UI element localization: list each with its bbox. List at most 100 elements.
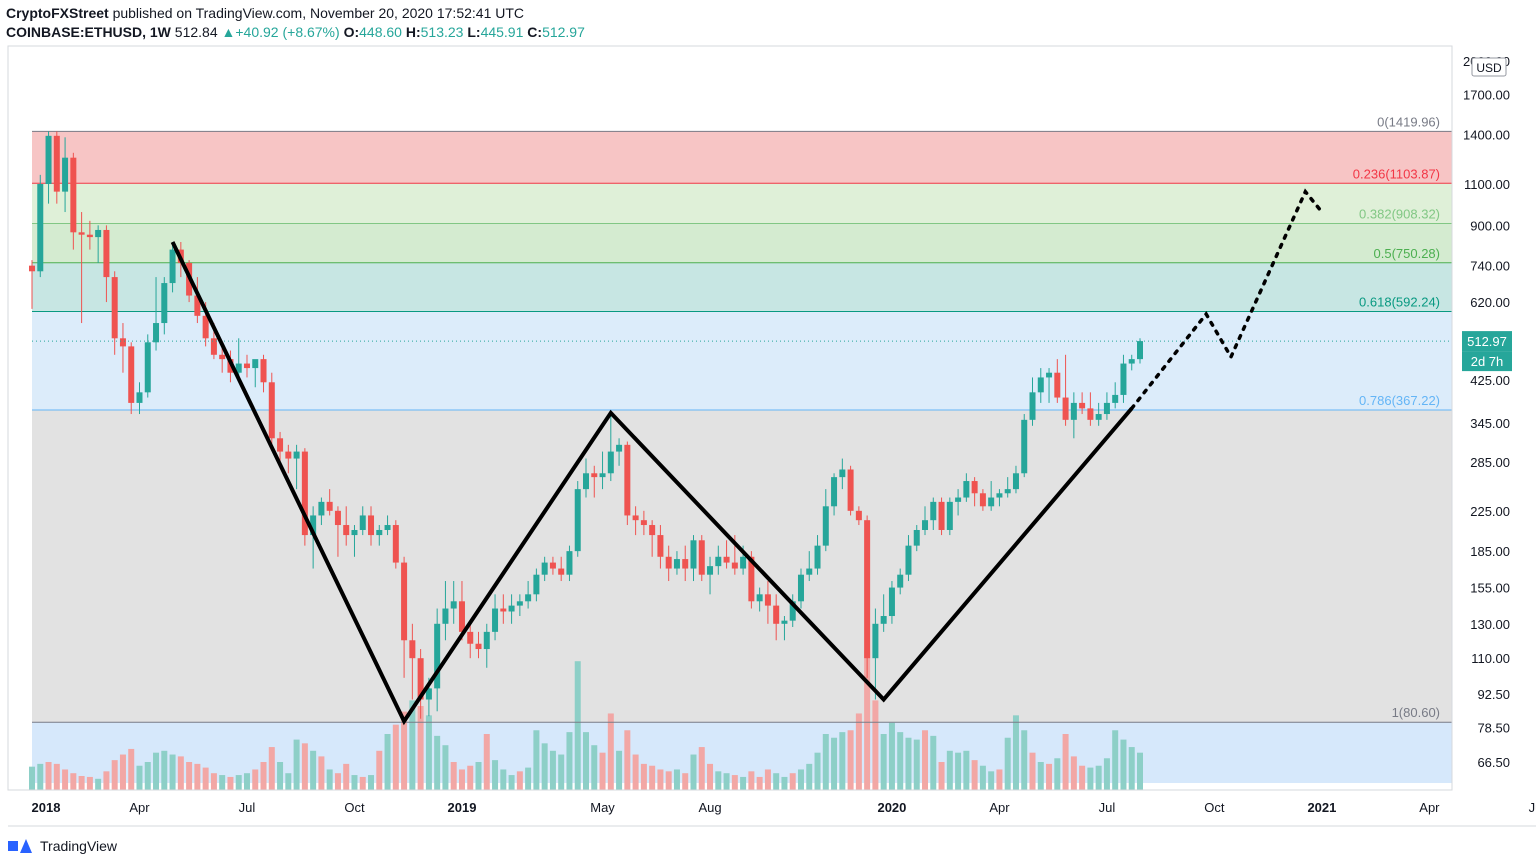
volume-bar <box>930 735 937 790</box>
publisher-name[interactable]: CryptoFXStreet <box>6 5 109 21</box>
volume-bar <box>764 769 771 790</box>
volume-bar <box>78 776 85 790</box>
volume-bar <box>45 762 52 790</box>
candle-body <box>1054 372 1061 398</box>
brand-label[interactable]: TradingView <box>40 838 118 854</box>
y-tick-label: 225.00 <box>1470 504 1510 519</box>
volume-bar <box>169 754 176 790</box>
candle-body <box>326 501 333 511</box>
fib-zone-3 <box>32 262 1452 312</box>
volume-bar <box>549 750 556 790</box>
candle-body <box>938 501 945 530</box>
volume-bar <box>822 734 829 790</box>
price-change: +40.92 (+8.67%) <box>235 24 340 40</box>
volume-bar <box>359 776 366 790</box>
candle-body <box>764 594 771 606</box>
candle-body <box>996 493 1003 498</box>
volume-bar <box>376 750 383 790</box>
candle-body <box>1112 394 1119 403</box>
volume-bar <box>53 763 60 790</box>
candle-body <box>525 594 532 602</box>
volume-bar <box>285 773 292 790</box>
candle-body <box>1012 473 1019 490</box>
candle-body <box>62 157 69 192</box>
volume-bar <box>450 762 457 790</box>
symbol-label[interactable]: COINBASE:ETHUSD, 1W <box>6 24 171 40</box>
volume-bar <box>103 771 110 790</box>
volume-bar <box>591 745 598 790</box>
candle-body <box>235 363 242 373</box>
candle-body <box>260 359 267 383</box>
candle-body <box>682 559 689 569</box>
volume-bar <box>508 775 515 790</box>
y-tick-label: 1400.00 <box>1463 127 1510 142</box>
countdown-tag <box>1462 351 1512 372</box>
candle-body <box>888 587 895 617</box>
volume-bar <box>740 776 747 790</box>
volume-bar <box>417 706 424 790</box>
volume-bar <box>996 769 1003 790</box>
candle-body <box>731 562 738 569</box>
fib-label-5: 0.786(367.22) <box>1359 393 1440 408</box>
projection-line <box>1129 188 1324 411</box>
volume-bar <box>624 730 631 790</box>
candle-body <box>45 135 52 185</box>
candle-body <box>219 354 226 360</box>
volume-bar <box>177 756 184 790</box>
volume-bar <box>864 650 871 790</box>
volume-bar <box>301 743 308 790</box>
volume-bar <box>343 763 350 790</box>
candle-body <box>434 623 441 689</box>
candle-body <box>467 631 474 644</box>
volume-bar <box>880 734 887 790</box>
candle-body <box>806 568 813 575</box>
x-tick-label: 2018 <box>32 800 61 815</box>
close-value: 512.97 <box>542 24 585 40</box>
volume-bar <box>955 752 962 790</box>
volume-bar <box>277 762 284 790</box>
volume-bar <box>814 752 821 790</box>
pattern-line <box>170 241 1134 726</box>
candle-body <box>376 529 383 536</box>
tradingview-logo-icon[interactable] <box>8 839 34 853</box>
x-tick-label: Oct <box>344 800 365 815</box>
candle-body <box>748 556 755 602</box>
candle-body <box>831 477 838 507</box>
volume-bar <box>963 750 970 790</box>
open-label: O: <box>343 24 360 40</box>
y-tick-label: 92.50 <box>1477 687 1510 702</box>
candle-body <box>475 643 482 650</box>
volume-bar <box>144 762 151 790</box>
volume-bar <box>938 762 945 790</box>
y-tick-label: 130.00 <box>1470 617 1510 632</box>
candle-body <box>351 529 358 536</box>
volume-bar <box>723 773 730 790</box>
candle-body <box>458 601 465 632</box>
volume-bar <box>558 754 565 790</box>
candle-body <box>1087 408 1094 420</box>
candle-body <box>690 540 697 569</box>
candle-body <box>1120 363 1127 395</box>
volume-bar <box>1095 765 1102 790</box>
volume-bar <box>806 763 813 790</box>
candle-body <box>103 229 110 278</box>
volume-bar <box>62 769 69 790</box>
volume-bar <box>1029 752 1036 790</box>
countdown-label: 2d 7h <box>1471 354 1504 369</box>
volume-bar <box>243 773 250 790</box>
close-label: C: <box>527 24 543 40</box>
publish-line: CryptoFXStreet published on TradingView.… <box>6 4 585 23</box>
candle-body <box>657 535 664 557</box>
low-value: 445.91 <box>480 24 524 40</box>
volume-bar <box>657 769 664 790</box>
fib-zone-0 <box>32 131 1452 184</box>
volume-bar <box>607 713 614 790</box>
volume-bar <box>632 754 639 790</box>
volume-bar <box>797 769 804 790</box>
volume-bar <box>913 739 920 790</box>
y-tick-label: 1700.00 <box>1463 87 1510 102</box>
currency-badge <box>1471 57 1507 77</box>
candle-body <box>70 157 77 233</box>
x-tick-label: Jul <box>239 800 256 815</box>
